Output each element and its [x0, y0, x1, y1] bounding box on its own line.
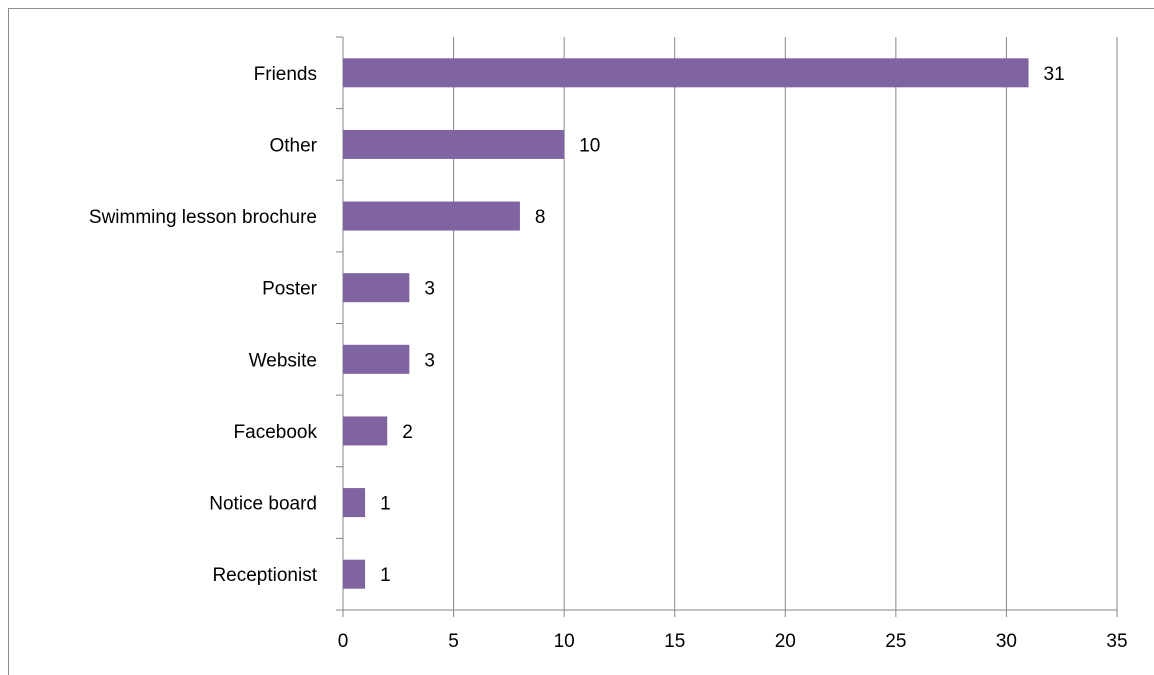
- category-label: Receptionist: [212, 565, 317, 586]
- bars: [343, 58, 1029, 589]
- category-label: Other: [269, 135, 317, 156]
- category-label: Friends: [254, 64, 317, 85]
- data-label: 10: [579, 135, 600, 156]
- gridlines: [453, 37, 1118, 610]
- category-label: Notice board: [209, 494, 317, 515]
- data-label: 1: [380, 565, 391, 586]
- bar-1: [343, 129, 565, 159]
- chart-frame: [8, 8, 1154, 675]
- bar-4: [343, 344, 410, 374]
- bar-7: [343, 559, 366, 589]
- bar-6: [343, 488, 366, 518]
- data-label: 3: [424, 279, 435, 300]
- x-tick-label: 30: [996, 631, 1017, 652]
- x-tick-label: 5: [448, 631, 459, 652]
- bar-2: [343, 201, 520, 231]
- category-label: Facebook: [234, 422, 318, 443]
- x-tick-label: 10: [554, 631, 575, 652]
- category-label: Poster: [262, 279, 318, 300]
- bar-3: [343, 273, 410, 303]
- x-tick-label: 20: [775, 631, 796, 652]
- bar-5: [343, 416, 388, 446]
- data-label: 8: [535, 207, 546, 228]
- x-tick-label: 15: [664, 631, 685, 652]
- bar-0: [343, 58, 1029, 88]
- data-label: 1: [380, 494, 391, 515]
- x-tick-label: 0: [338, 631, 349, 652]
- data-label: 31: [1044, 64, 1065, 85]
- category-label: Website: [249, 350, 317, 371]
- data-label: 2: [402, 422, 413, 443]
- data-label: 3: [424, 350, 435, 371]
- x-tick-label: 35: [1106, 631, 1127, 652]
- x-tick-label: 25: [885, 631, 906, 652]
- category-label: Swimming lesson brochure: [89, 207, 317, 228]
